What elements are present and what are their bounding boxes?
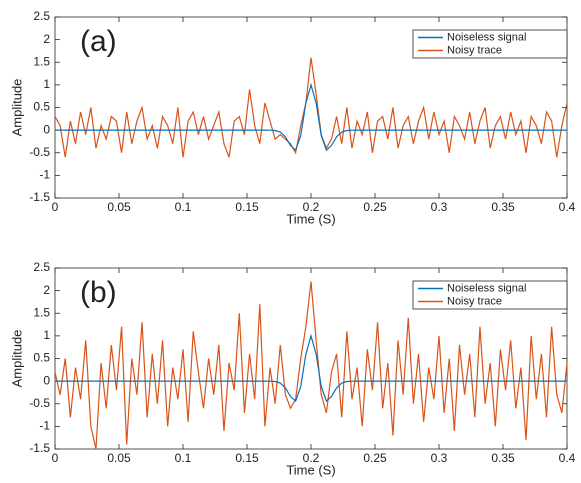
y-tick-label: 1.5: [33, 305, 50, 319]
y-tick-label: 1: [43, 77, 50, 91]
x-tick-label: 0.15: [235, 200, 259, 214]
series-line: [54, 57, 568, 158]
series-line: [54, 281, 568, 450]
y-tick-label: -0.5: [29, 145, 50, 159]
subplot: 0 0.05 0.1 0.15 0.2 0.25 0.3 0.35 0.4 -1.5 -1 -0.5 0…: [9, 260, 575, 477]
x-tick-label: 0.25: [363, 451, 387, 465]
x-tick-label: 0.1: [175, 200, 192, 214]
y-tick-label: 2.5: [33, 260, 50, 274]
x-tick-label: 0.3: [431, 451, 448, 465]
legend-box: [412, 29, 568, 59]
series-line: [55, 333, 567, 403]
legend-box: [412, 280, 568, 310]
x-tick-label: 0.15: [235, 451, 259, 465]
legend-label: Noiseless signal: [447, 31, 526, 43]
x-tick-label: 0.35: [491, 200, 515, 214]
x-tick-label: 0.3: [431, 200, 448, 214]
legend-label: Noisy trace: [447, 44, 502, 56]
x-tick-label: 0.05: [107, 451, 131, 465]
y-tick-label: 0.5: [33, 351, 50, 365]
x-axis-label: Time (S): [286, 211, 335, 226]
y-tick-label: 1: [43, 328, 50, 342]
y-tick-label: -1: [39, 419, 50, 433]
x-tick-label: 0.2: [303, 200, 320, 214]
y-tick-label: -1: [39, 168, 50, 182]
x-tick-label: 0.1: [175, 451, 192, 465]
y-tick-label: 1.5: [33, 54, 50, 68]
y-axis-label: Amplitude: [9, 79, 24, 137]
x-axis-label: Time (S): [286, 462, 335, 477]
panel-label: (a): [80, 25, 117, 58]
y-tick-label: 2.5: [33, 9, 50, 23]
series-line: [55, 82, 567, 152]
y-tick-label: 0: [43, 122, 50, 136]
panel-label: (b): [80, 276, 117, 309]
legend-label: Noisy trace: [447, 295, 502, 307]
y-tick-label: -1.5: [29, 190, 50, 204]
y-tick-label: 0.5: [33, 100, 50, 114]
y-tick-label: 0: [43, 373, 50, 387]
y-axis-label: Amplitude: [9, 330, 24, 388]
y-tick-label: 2: [43, 283, 50, 297]
legend-label: Noiseless signal: [447, 282, 526, 294]
x-tick-label: 0.4: [559, 200, 576, 214]
x-tick-label: 0.05: [107, 200, 131, 214]
y-tick-label: 2: [43, 32, 50, 46]
x-tick-label: 0.25: [363, 200, 387, 214]
subplot: 0 0.05 0.1 0.15 0.2 0.25 0.3 0.35 0.4 -1.5 -1 -0.5 0…: [9, 9, 575, 226]
x-tick-label: 0: [52, 451, 59, 465]
y-tick-label: -0.5: [29, 396, 50, 410]
x-tick-label: 0.35: [491, 451, 515, 465]
x-tick-label: 0: [52, 200, 59, 214]
x-tick-label: 0.4: [559, 451, 576, 465]
y-tick-label: -1.5: [29, 441, 50, 455]
x-tick-label: 0.2: [303, 451, 320, 465]
